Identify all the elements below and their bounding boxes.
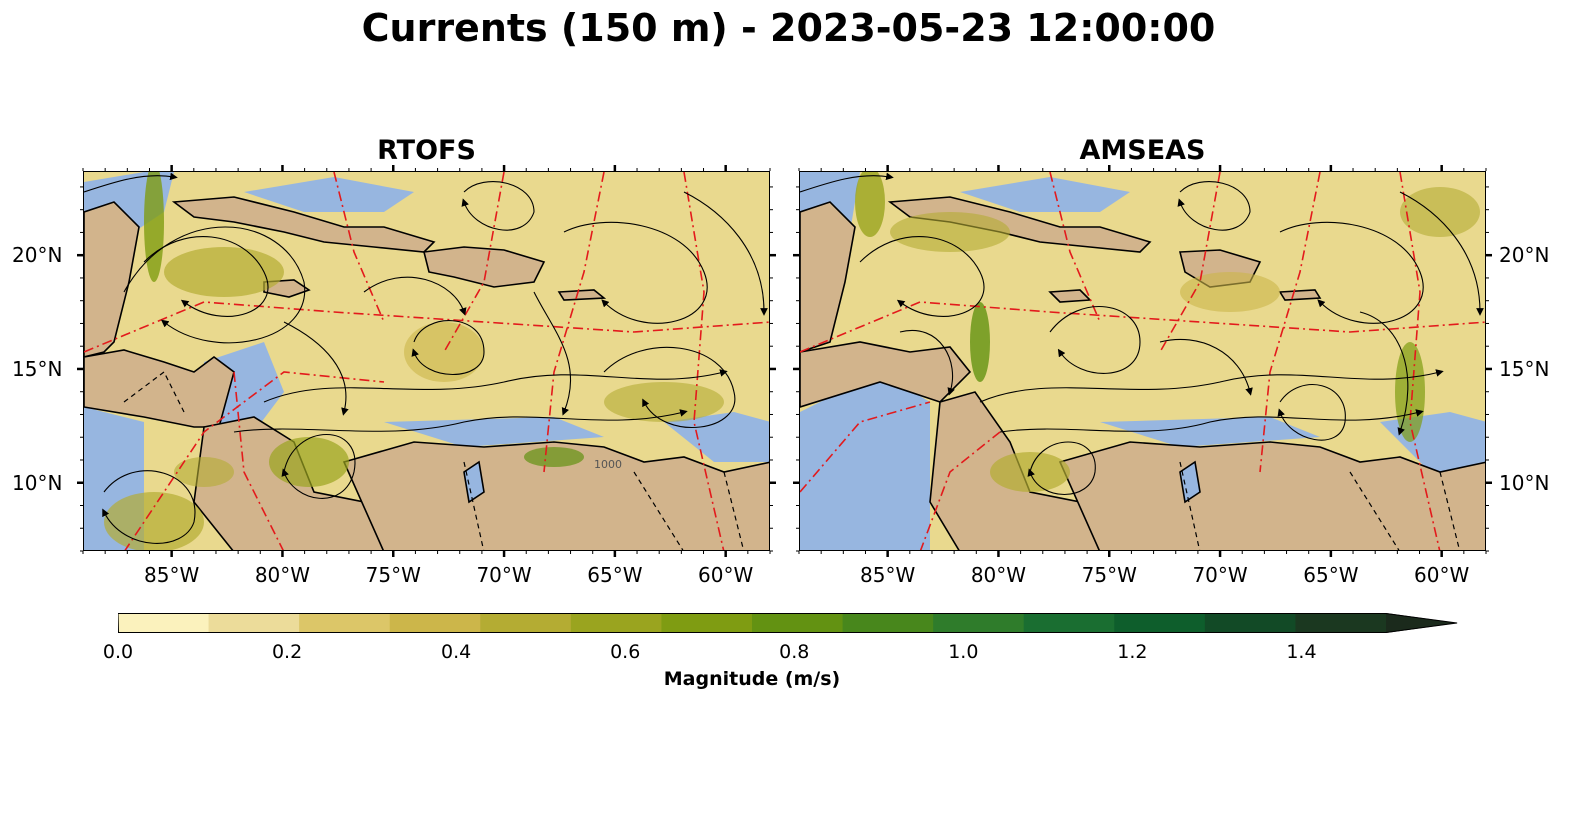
colorbar-segment xyxy=(1114,613,1206,633)
lat-tick-label: 15°N xyxy=(1499,356,1550,381)
colorbar-title: Magnitude (m/s) xyxy=(663,668,841,690)
map-panel-amseas[interactable] xyxy=(799,171,1486,551)
colorbar-tick-label: 1.2 xyxy=(1117,641,1148,663)
colorbar-segment xyxy=(570,613,662,633)
current-speed-patches xyxy=(104,172,724,550)
colorbar-tick-label: 0.4 xyxy=(441,641,472,663)
lon-tick-label: 65°W xyxy=(1303,563,1359,587)
lon-tick-label: 60°W xyxy=(1414,563,1470,587)
lon-tick-label: 65°W xyxy=(587,563,643,587)
eez-boundaries xyxy=(84,172,769,550)
colorbar-segment xyxy=(118,613,210,633)
colorbar-segment xyxy=(1204,613,1296,633)
colorbar xyxy=(118,613,1458,633)
lon-tick-label: 70°W xyxy=(476,563,532,587)
eez-boundaries xyxy=(800,172,1485,550)
figure-title: Currents (150 m) - 2023-05-23 12:00:00 xyxy=(361,6,1216,50)
lon-tick-label: 70°W xyxy=(1192,563,1248,587)
colorbar-segment xyxy=(933,613,1025,633)
shelf-water xyxy=(84,172,769,550)
lon-tick-label: 80°W xyxy=(970,563,1027,587)
streamlines xyxy=(84,172,768,544)
lon-tick-label: 85°W xyxy=(144,563,200,587)
lat-tick-label: 20°N xyxy=(1499,243,1550,268)
lat-tick-label: 15°N xyxy=(12,356,63,381)
bathymetry-contour-label: 1000 xyxy=(594,458,622,471)
colorbar-segment xyxy=(1023,613,1115,633)
colorbar-segment xyxy=(661,613,753,633)
lon-tick-label: 75°W xyxy=(1081,563,1137,587)
streamlines xyxy=(800,172,1484,495)
lon-tick-label: 80°W xyxy=(254,563,311,587)
colorbar-tick-label: 0.8 xyxy=(779,641,810,663)
country-borders xyxy=(123,371,745,550)
colorbar-segment xyxy=(842,613,934,633)
panel-title-amseas: AMSEAS xyxy=(1079,135,1206,166)
colorbar-segment xyxy=(208,613,300,633)
colorbar-segment xyxy=(752,613,844,633)
lat-tick-label: 20°N xyxy=(12,243,63,268)
lon-tick-label: 75°W xyxy=(365,563,421,587)
map-amseas xyxy=(800,172,1485,550)
lon-tick-label: 85°W xyxy=(860,563,916,587)
colorbar-tick-label: 0.2 xyxy=(271,641,303,663)
colorbar-extend-arrow xyxy=(1386,613,1458,633)
panel-title-rtofs: RTOFS xyxy=(377,135,476,166)
lat-tick-label: 10°N xyxy=(1499,470,1550,495)
land xyxy=(84,196,769,550)
colorbar-segment xyxy=(1295,613,1387,633)
colorbar-tick-label: 0.0 xyxy=(102,641,134,663)
colorbar-tick-label: 1.4 xyxy=(1286,641,1317,663)
country-borders xyxy=(1179,461,1461,550)
colorbar-tick-label: 0.6 xyxy=(610,641,641,663)
lon-tick-label: 60°W xyxy=(698,563,754,587)
colorbar-segment xyxy=(480,613,572,633)
map-rtofs: 1000 xyxy=(84,172,769,550)
map-panel-rtofs[interactable]: 1000 xyxy=(83,171,770,551)
colorbar-tick-label: 1.0 xyxy=(948,641,979,663)
colorbar-segment xyxy=(389,613,481,633)
colorbar-outline xyxy=(118,613,1458,633)
lat-tick-label: 10°N xyxy=(12,470,63,495)
colorbar-segment xyxy=(299,613,391,633)
